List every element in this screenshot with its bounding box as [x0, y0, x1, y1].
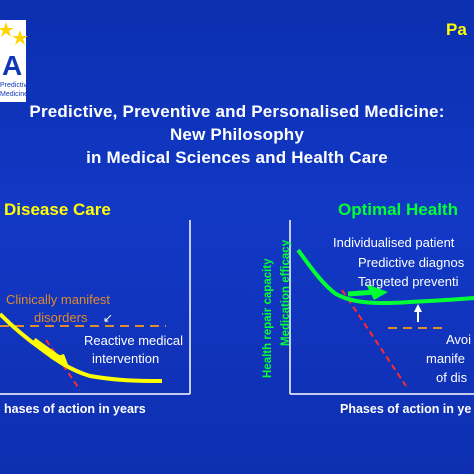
right-chart: [289, 220, 474, 395]
bullet-predictive: Predictive diagnos: [358, 255, 465, 270]
small-arrow-icon: ↙: [103, 311, 114, 325]
clinically-manifest-label-1: Clinically manifest: [6, 292, 111, 307]
right-y-axis-title-1: Health repair capacity: [262, 258, 274, 378]
reactive-intervention-label-1: Reactive medical: [84, 333, 183, 348]
left-x-axis-title: hases of action in years: [4, 402, 146, 416]
up-arrow-icon: [414, 304, 422, 312]
avoid-label-3: of dis: [436, 370, 468, 385]
logo-stars: [0, 18, 36, 53]
right-optimal-health-curve: [296, 248, 474, 306]
title-line-3: in Medical Sciences and Health Care: [86, 148, 388, 167]
optimal-health-heading: Optimal Health: [338, 200, 458, 219]
arrow-icon: [347, 289, 377, 297]
logo-text-1: Predictive: [0, 82, 31, 89]
logo-text-2: Medicine: [0, 91, 29, 98]
logo-letter-a: A: [2, 50, 23, 81]
left-chart: [0, 220, 191, 395]
avoid-label-1: Avoi: [446, 332, 472, 347]
arrow-icon: [366, 284, 388, 300]
corner-label: Pa: [446, 20, 467, 39]
arrow-icon: [32, 337, 64, 363]
avoid-label-2: manife: [426, 351, 466, 366]
clinically-manifest-label-2: disorders: [34, 310, 88, 325]
right-x-axis-title: Phases of action in ye: [340, 402, 472, 416]
bullet-targeted: Targeted preventi: [358, 274, 459, 289]
star-icon: [12, 30, 28, 45]
title-line-2: New Philosophy: [169, 125, 305, 144]
right-y-axis-title-2: Medication efficacy: [280, 239, 292, 346]
reactive-intervention-label-2: intervention: [92, 351, 160, 366]
star-icon: [0, 22, 14, 37]
title-line-1: Predictive, Preventive and Personalised …: [29, 102, 445, 121]
bullet-individualised: Individualised patient: [333, 235, 455, 250]
disease-care-heading: Disease Care: [4, 200, 111, 219]
